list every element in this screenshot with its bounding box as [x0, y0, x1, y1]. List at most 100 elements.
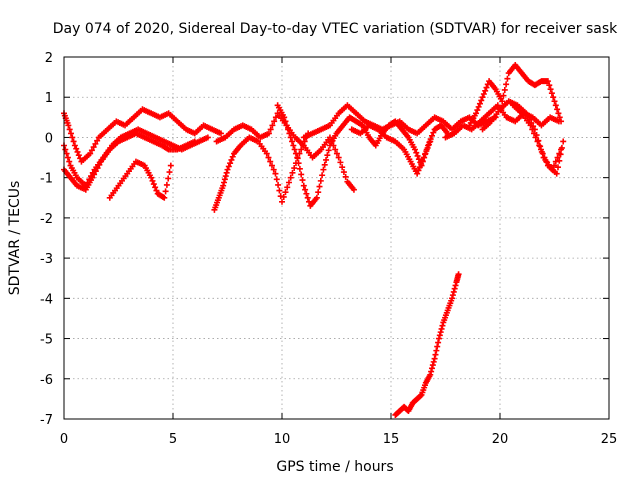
- data-points: [61, 62, 567, 418]
- data-point: [283, 122, 290, 129]
- data-point: [414, 152, 421, 159]
- x-tick-label: 10: [274, 432, 291, 447]
- data-point: [66, 158, 73, 165]
- y-tick-label: 2: [45, 51, 53, 66]
- data-point: [90, 144, 97, 151]
- data-point: [289, 138, 296, 145]
- data-point: [275, 181, 282, 188]
- data-point: [66, 126, 73, 133]
- data-point: [413, 149, 420, 156]
- series-arc-i: [348, 122, 434, 177]
- data-point: [433, 347, 440, 354]
- data-point: [501, 86, 508, 93]
- data-point: [319, 172, 326, 179]
- data-point: [332, 146, 339, 153]
- data-point: [449, 295, 456, 302]
- data-point: [269, 122, 276, 129]
- data-point: [287, 174, 294, 181]
- data-point: [323, 156, 330, 163]
- y-tick-label: -5: [40, 333, 53, 348]
- x-tick-label: 15: [383, 432, 400, 447]
- data-point: [229, 153, 236, 160]
- data-point: [437, 329, 444, 336]
- y-axis-ticks: -7 -6 -5 -4 -3 -2 -1 0 1 2: [40, 51, 609, 428]
- data-point: [554, 106, 561, 113]
- x-tick-label: 0: [60, 432, 68, 447]
- data-point: [427, 138, 434, 145]
- data-point: [436, 332, 443, 339]
- data-point: [273, 176, 280, 183]
- data-point: [342, 173, 349, 180]
- data-point: [557, 151, 564, 158]
- data-point: [282, 189, 289, 196]
- data-point: [67, 130, 74, 137]
- data-point: [428, 368, 435, 375]
- data-point: [161, 194, 168, 201]
- data-point: [87, 150, 94, 157]
- series-arc-f: [213, 110, 357, 193]
- data-point: [291, 165, 298, 172]
- data-point: [94, 137, 101, 144]
- data-point: [438, 325, 445, 332]
- series-arc-d: [106, 158, 174, 201]
- data-point: [551, 162, 558, 169]
- data-point: [499, 98, 506, 105]
- data-point: [320, 166, 327, 173]
- data-point: [286, 130, 293, 137]
- x-axis-label: GPS time / hours: [276, 459, 393, 475]
- data-point: [94, 165, 101, 172]
- data-point: [74, 148, 81, 155]
- data-point: [527, 122, 534, 129]
- data-point: [416, 164, 423, 171]
- data-point: [415, 156, 422, 163]
- data-point: [350, 186, 357, 193]
- data-point: [317, 177, 324, 184]
- data-point: [165, 175, 172, 182]
- data-point: [543, 158, 550, 165]
- series-arc-e: [211, 130, 312, 213]
- data-point: [554, 154, 561, 161]
- data-point: [325, 147, 332, 154]
- data-point: [424, 144, 431, 151]
- series-arc-n: [510, 102, 567, 177]
- data-point: [285, 179, 292, 186]
- data-point: [65, 122, 72, 129]
- data-point: [427, 371, 434, 378]
- data-point: [280, 193, 287, 200]
- data-point: [455, 271, 462, 278]
- data-point: [425, 141, 432, 148]
- data-point: [482, 87, 489, 94]
- data-point: [150, 181, 157, 188]
- y-axis-label: SDTVAR / TECUs: [7, 181, 23, 296]
- y-tick-label: -3: [40, 252, 53, 267]
- data-point: [478, 97, 485, 104]
- data-point: [337, 159, 344, 166]
- data-point: [335, 154, 342, 161]
- data-point: [431, 355, 438, 362]
- data-point: [313, 194, 320, 201]
- y-tick-label: 1: [45, 91, 53, 106]
- data-point: [535, 137, 542, 144]
- plot-frame: [63, 56, 610, 420]
- data-point: [89, 174, 96, 181]
- data-point: [217, 130, 224, 137]
- series-arc-k: [442, 102, 562, 141]
- data-point: [75, 152, 82, 159]
- data-point: [265, 130, 272, 137]
- data-point: [276, 187, 283, 194]
- data-point: [536, 142, 543, 149]
- data-point: [299, 177, 306, 184]
- y-tick-label: -2: [40, 212, 53, 227]
- data-point: [282, 118, 289, 125]
- data-point: [558, 118, 565, 125]
- data-point: [417, 392, 424, 399]
- data-point: [70, 138, 77, 145]
- data-point: [435, 335, 442, 342]
- data-point: [149, 177, 156, 184]
- data-point: [544, 78, 551, 85]
- data-point: [222, 173, 229, 180]
- data-point: [556, 114, 563, 121]
- data-point: [547, 86, 554, 93]
- data-point: [92, 140, 99, 147]
